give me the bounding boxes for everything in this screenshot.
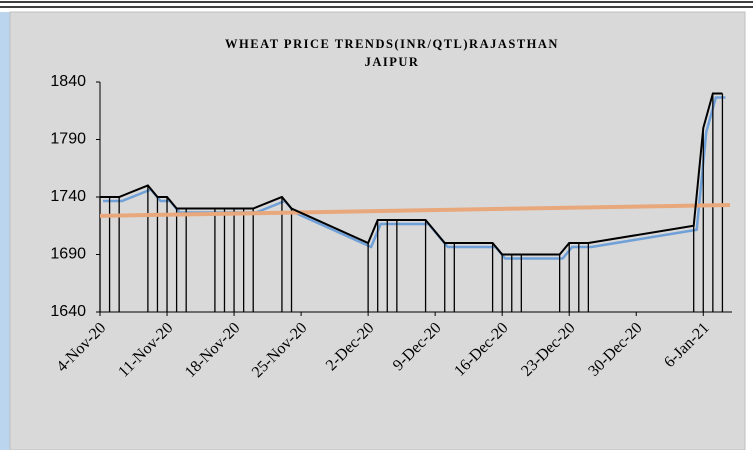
chart-title: WHEAT PRICE TRENDS(INR/QTL)RAJASTHAN (225, 37, 559, 51)
y-tick-label: 1690 (50, 246, 86, 263)
y-tick-label: 1840 (50, 73, 86, 90)
series-line (100, 92, 723, 256)
trendline (99, 202, 731, 218)
y-tick-label: 1640 (50, 303, 86, 320)
chart-title: JAIPUR (365, 55, 420, 69)
y-tick-label: 1790 (50, 131, 86, 148)
y-tick-label: 1740 (50, 188, 86, 205)
side-strip (0, 12, 10, 450)
